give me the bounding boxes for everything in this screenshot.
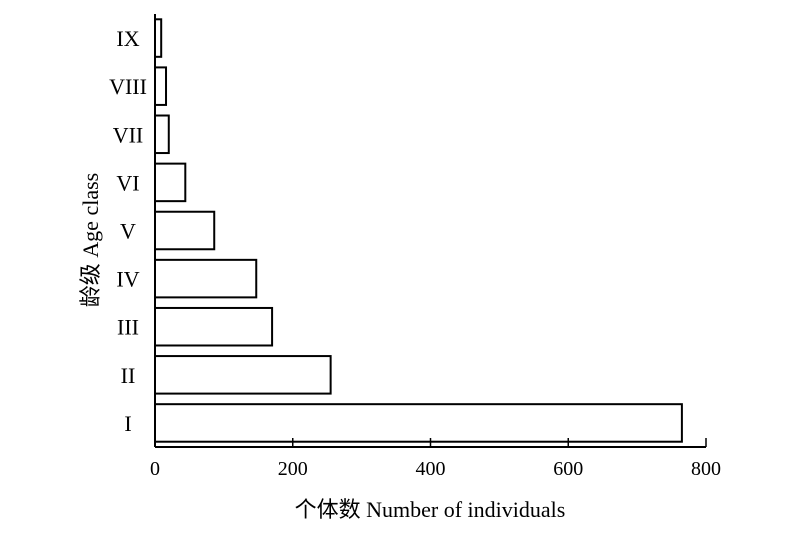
y-category-label: IV — [116, 267, 139, 292]
y-category-label: VI — [116, 170, 139, 195]
bar-viii — [154, 66, 168, 106]
y-category-label: V — [120, 219, 136, 244]
y-category-label: III — [117, 315, 139, 340]
y-axis-title: 龄级 Age class — [78, 173, 103, 307]
y-category-label: IX — [116, 26, 139, 51]
x-ticks-group: 0 200 400 600 800 — [150, 438, 721, 480]
y-category-label: VIII — [109, 74, 147, 99]
bar-i — [154, 403, 683, 443]
bar-v — [154, 210, 216, 251]
x-tick-label: 0 — [150, 458, 160, 480]
y-category-label: II — [121, 363, 136, 388]
x-tick-label: 400 — [416, 458, 446, 480]
x-tick-label: 200 — [278, 458, 308, 480]
y-category-label: VII — [113, 122, 144, 147]
y-category-label: I — [124, 411, 131, 436]
bar-vii — [154, 114, 170, 155]
bars-group — [154, 18, 683, 443]
x-tick-label: 600 — [553, 458, 583, 480]
bar-vi — [154, 162, 187, 203]
x-axis-title: 个体数 Number of individuals — [295, 497, 566, 522]
x-tick-label: 800 — [691, 458, 721, 480]
bar-ii — [154, 355, 332, 395]
bar-iii — [154, 306, 274, 347]
bar-iv — [154, 258, 258, 299]
